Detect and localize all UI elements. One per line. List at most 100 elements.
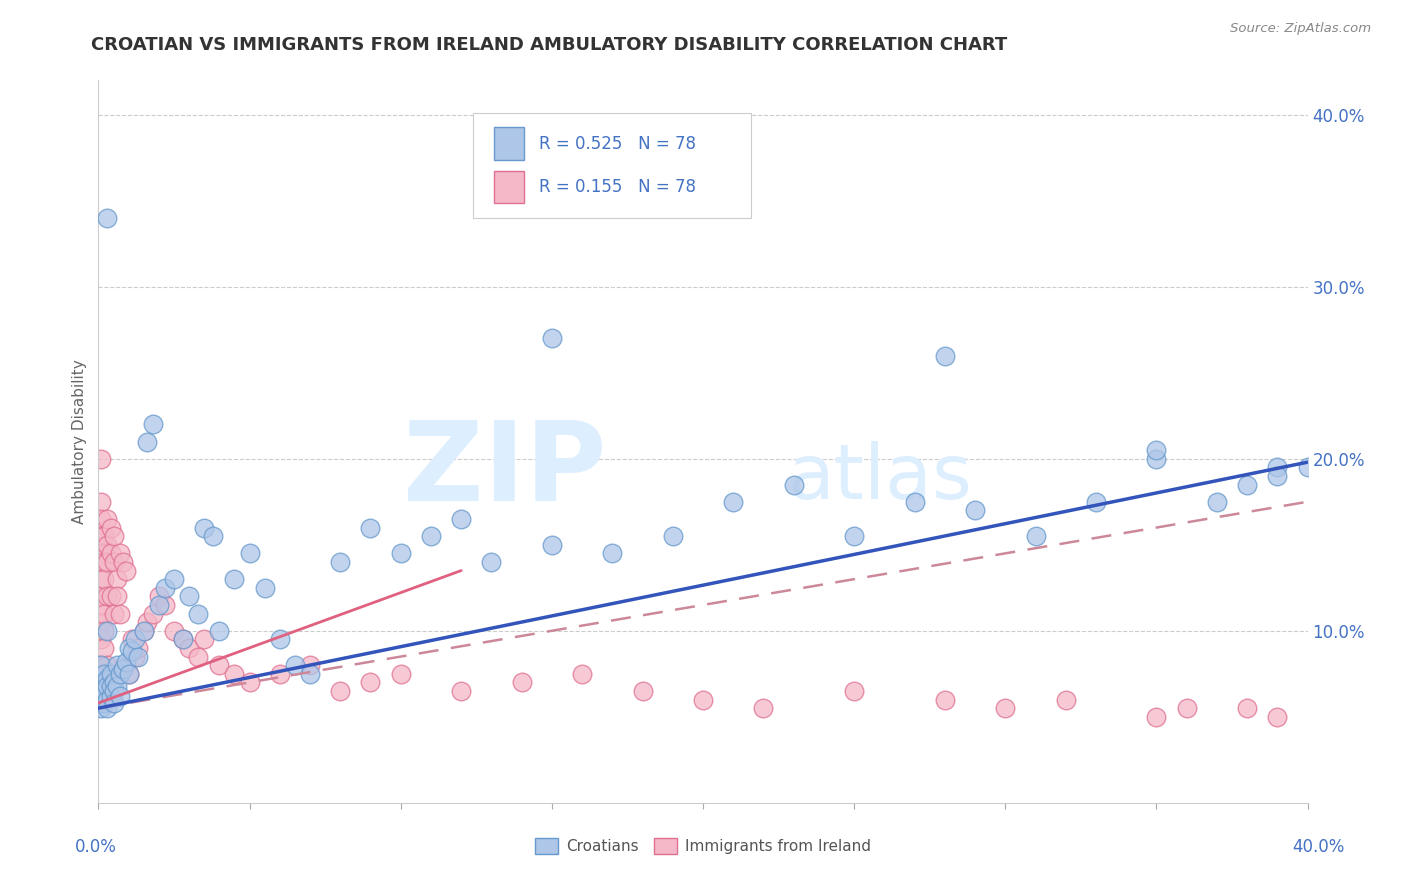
Point (127, 640, 149, 655)
Point (631, 684, 654, 698)
Point (135, 615, 157, 630)
Point (239, 546, 262, 560)
Point (90, 598, 112, 612)
Point (90, 658, 112, 673)
Point (965, 503, 987, 517)
Point (187, 649, 209, 664)
Point (90, 684, 112, 698)
Point (187, 607, 209, 621)
Text: ZIP: ZIP (404, 417, 606, 524)
Point (100, 666, 122, 681)
Point (723, 494, 745, 508)
Point (90, 658, 112, 673)
Point (904, 494, 927, 508)
Point (103, 607, 125, 621)
Point (153, 581, 176, 595)
Point (100, 546, 122, 560)
Point (360, 675, 382, 690)
Point (90, 615, 112, 630)
Point (90, 696, 112, 710)
Point (118, 640, 141, 655)
Point (121, 644, 143, 658)
Point (93, 640, 115, 655)
Point (90, 692, 112, 706)
Text: 40.0%: 40.0% (1292, 838, 1346, 855)
Point (224, 666, 246, 681)
Point (481, 555, 503, 569)
Point (90, 494, 112, 508)
Point (90, 529, 112, 543)
Point (96, 211, 118, 225)
Point (124, 632, 146, 647)
Point (994, 701, 1017, 715)
Point (692, 692, 714, 706)
Point (114, 655, 136, 669)
Point (1236, 477, 1258, 491)
Point (1024, 529, 1046, 543)
Point (90, 529, 112, 543)
FancyBboxPatch shape (474, 112, 751, 218)
Point (602, 546, 624, 560)
Point (329, 555, 352, 569)
Point (114, 564, 136, 578)
Point (163, 572, 186, 586)
Point (90, 590, 112, 604)
Point (172, 632, 194, 647)
Point (93, 555, 115, 569)
Point (100, 520, 122, 534)
Point (844, 529, 866, 543)
Point (153, 598, 176, 612)
Point (103, 684, 125, 698)
Point (1054, 692, 1077, 706)
Point (96, 590, 118, 604)
Point (752, 701, 775, 715)
Point (208, 624, 231, 638)
Y-axis label: Ambulatory Disability: Ambulatory Disability (72, 359, 87, 524)
Text: atlas: atlas (787, 441, 973, 515)
Point (510, 675, 533, 690)
Point (239, 675, 262, 690)
Point (172, 632, 194, 647)
Point (118, 666, 141, 681)
Point (1144, 443, 1167, 458)
Point (148, 590, 170, 604)
Point (1175, 701, 1198, 715)
Point (163, 624, 186, 638)
Point (193, 632, 215, 647)
Text: CROATIAN VS IMMIGRANTS FROM IRELAND AMBULATORY DISABILITY CORRELATION CHART: CROATIAN VS IMMIGRANTS FROM IRELAND AMBU… (91, 36, 1008, 54)
Point (93, 572, 115, 586)
Point (1267, 460, 1289, 475)
Legend: Croatians, Immigrants from Ireland: Croatians, Immigrants from Ireland (530, 832, 876, 860)
Point (108, 666, 131, 681)
Point (96, 658, 118, 673)
Point (111, 555, 134, 569)
Point (93, 666, 115, 681)
Point (121, 632, 143, 647)
Point (450, 684, 472, 698)
Point (90, 675, 112, 690)
Point (93, 624, 115, 638)
Point (93, 607, 115, 621)
Point (1236, 701, 1258, 715)
Point (179, 590, 201, 604)
Point (1085, 494, 1108, 508)
Point (420, 529, 443, 543)
Point (253, 581, 276, 595)
Point (96, 692, 118, 706)
Point (90, 679, 112, 693)
Text: R = 0.155   N = 78: R = 0.155 N = 78 (538, 178, 696, 196)
Point (108, 689, 131, 703)
Point (389, 666, 412, 681)
Point (450, 512, 472, 526)
Point (96, 624, 118, 638)
Point (934, 349, 956, 363)
Text: R = 0.525   N = 78: R = 0.525 N = 78 (538, 135, 696, 153)
Point (100, 689, 122, 703)
Point (100, 590, 122, 604)
Point (105, 572, 128, 586)
Point (90, 672, 112, 686)
Point (1296, 460, 1319, 475)
Point (96, 538, 118, 552)
Point (105, 590, 128, 604)
Point (93, 675, 115, 690)
